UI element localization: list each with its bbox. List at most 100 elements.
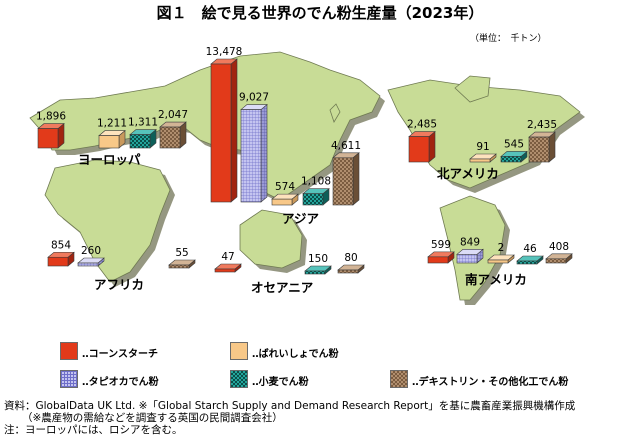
value-label: 1,108 [301,176,331,188]
value-label: 4,611 [331,140,361,152]
value-label: 1,896 [36,111,66,123]
australia-shape [239,209,303,269]
bar-wheat [500,150,528,163]
source-notes: 資料：GlobalData UK Ltd. ※「Global Starch Su… [4,400,575,436]
bar-front [500,156,522,163]
legend-label-tapioca: ‥タピオカでん粉 [82,377,159,388]
value-label: 2,485 [407,119,437,131]
bar-dextrin [545,253,573,264]
value-label: 599 [431,239,451,251]
value-label: 545 [504,138,524,150]
region-label: 北アメリカ [437,166,499,181]
dextrin-swatch [390,370,408,388]
bar-wheat [129,128,157,149]
value-label: 260 [81,245,101,257]
legend-label-corn: ‥コーンスターチ [82,349,158,360]
bar-front [37,128,59,149]
bar-front [516,260,538,265]
africa-shape [44,159,171,283]
bar-front [240,109,262,203]
note-line: 注：ヨーロッパには、ロシアを含む。 [4,424,183,436]
value-label: 408 [549,241,569,253]
bar-corn [214,263,242,273]
bar-front [487,259,509,264]
wheat-starch-swatch [230,370,248,388]
bar-corn [427,251,455,264]
value-label: 13,478 [206,46,243,58]
bar-side [352,152,360,206]
legend-label-wheat: ‥小麦でん粉 [252,377,309,388]
bar-front [302,193,324,206]
value-label: 46 [523,243,537,255]
bar-front [159,126,181,149]
region-label: ヨーロッパ [78,152,141,167]
bar-tapioca [456,248,484,264]
bar-potato [98,129,126,149]
bar-front [98,135,120,149]
bar-front [332,157,354,206]
bar-potato [469,153,497,163]
bar-dextrin [332,152,360,206]
bar-corn [210,58,238,203]
potato-starch-swatch [230,342,248,360]
bar-front [77,262,99,267]
unit-note: （単位： 千トン） [470,34,547,44]
source-subnote: （※農産物の需給などを調査する英国の民間調査会社） [22,412,283,424]
bar-dextrin [159,121,187,149]
value-label: 1,311 [128,117,158,129]
legend-label-dextrin: ‥デキストリン・その他化工でん粉 [412,377,569,388]
legend-item-wheat: ‥小麦でん粉 [230,370,370,390]
value-label: 2 [498,242,505,254]
greenland-shape [454,75,491,103]
bar-front [337,269,359,274]
value-label: 47 [221,251,234,263]
bar-dextrin [168,259,196,269]
bar-front [271,198,293,206]
legend-item-dextrin: ‥デキストリン・その他化工でん粉 [390,370,630,390]
bar-front [528,136,550,163]
value-label: 849 [460,236,480,248]
corn-starch-swatch [60,342,78,360]
bar-corn [37,122,65,149]
bar-side [230,58,238,203]
bar-front [545,258,567,264]
bar-front [214,268,236,273]
value-label: 9,027 [239,92,269,104]
bar-front [427,256,449,264]
legend-item-corn: ‥コーンスターチ [60,342,200,362]
bar-front [47,256,69,267]
value-label: 150 [308,253,328,265]
bar-wheat [302,188,330,206]
bar-front [456,254,478,264]
bar-front [469,158,491,163]
value-label: 854 [51,239,71,251]
bar-wheat [516,255,544,265]
tapioca-starch-swatch [60,370,78,388]
source-line: 資料：GlobalData UK Ltd. ※「Global Starch Su… [4,400,576,412]
bar-tapioca [240,103,268,203]
bar-tapioca [77,257,105,267]
region-label: 南アメリカ [465,272,527,287]
value-label: 91 [476,141,489,153]
bars-layer [37,58,573,275]
region-label: アフリカ [94,277,144,292]
bar-corn [47,251,75,267]
bar-corn [408,130,436,163]
legend-label-potato: ‥ばれいしょでん粉 [252,349,339,360]
bar-potato [487,254,515,264]
chart-title: 図１ 絵で見る世界のでん粉生産量（2023年） [156,4,484,22]
bar-potato [271,193,299,206]
value-label: 2,047 [158,109,188,121]
bar-wheat [304,265,332,275]
south-america-shape [439,195,506,301]
bar-side [260,103,268,203]
legend-item-potato: ‥ばれいしょでん粉 [230,342,390,362]
bar-front [304,270,326,275]
value-label: 574 [275,181,295,193]
bar-front [168,264,190,269]
continents-layer [29,51,585,305]
legend-item-tapioca: ‥タピオカでん粉 [60,370,200,390]
